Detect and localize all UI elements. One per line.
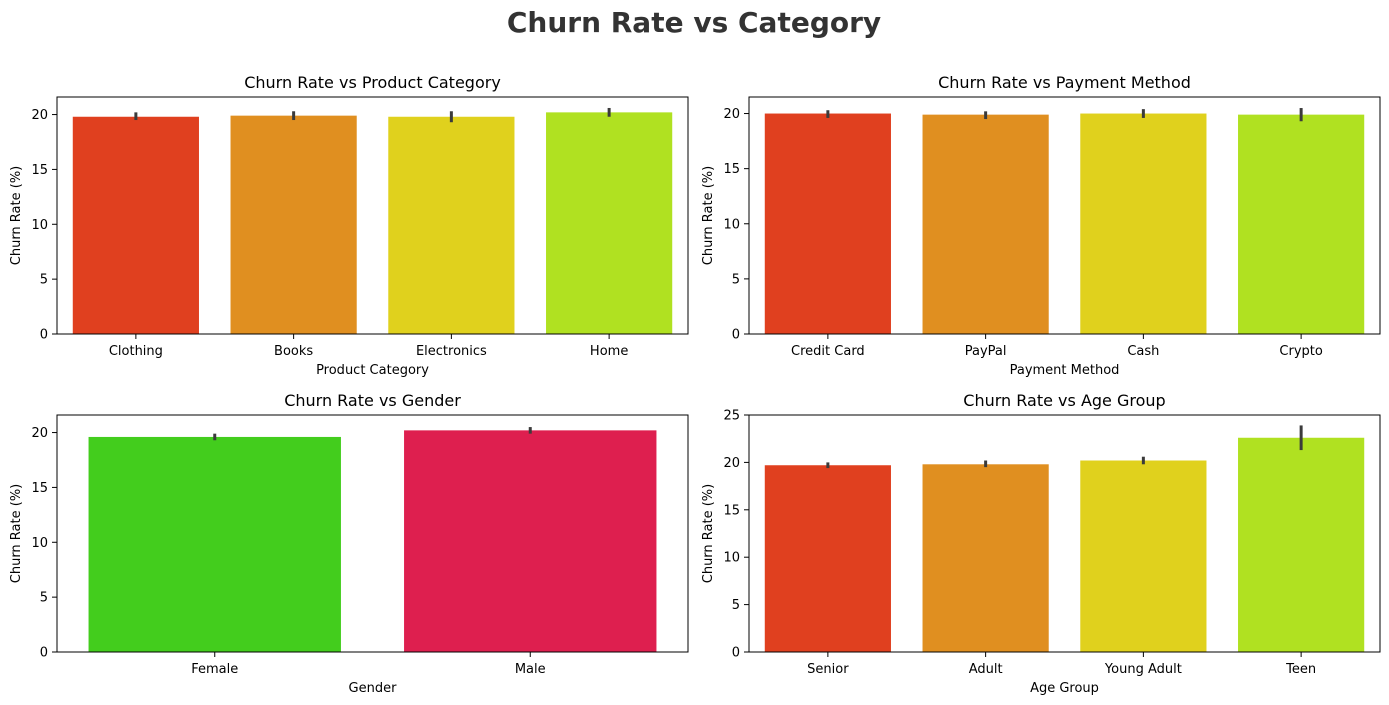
bar-cash bbox=[1080, 113, 1207, 334]
y-tick-label: 15 bbox=[723, 162, 740, 177]
axes-frame bbox=[56, 96, 689, 335]
bar-senior bbox=[764, 465, 891, 652]
y-axis-label: Churn Rate (%) bbox=[701, 166, 716, 265]
x-axis-label: Age Group bbox=[1030, 681, 1099, 696]
bar-credit-card bbox=[764, 113, 891, 334]
chart-panels: 0 5 10 15 20 Clothing Books Electronics Home Chur… bbox=[9, 73, 1381, 696]
x-tick-label: Female bbox=[191, 662, 238, 677]
x-tick-label: Clothing bbox=[109, 344, 163, 359]
y-axis-label: Churn Rate (%) bbox=[701, 484, 716, 583]
chart-title: Churn Rate vs Payment Method bbox=[938, 73, 1191, 92]
chart-title: Churn Rate vs Gender bbox=[284, 391, 461, 410]
x-tick-label: Senior bbox=[807, 662, 849, 677]
y-tick-label: 0 bbox=[732, 646, 740, 661]
y-tick-label: 15 bbox=[31, 481, 48, 496]
axes-frame bbox=[56, 414, 689, 653]
bar-adult bbox=[922, 464, 1049, 652]
figure-suptitle: Churn Rate vs Category bbox=[507, 6, 881, 39]
bar-electronics bbox=[388, 116, 515, 334]
bar-young-adult bbox=[1080, 460, 1207, 652]
chart-title: Churn Rate vs Product Category bbox=[244, 73, 501, 92]
x-tick-label: Male bbox=[515, 662, 546, 677]
bar-teen bbox=[1238, 437, 1365, 652]
x-tick-label: Teen bbox=[1285, 662, 1316, 677]
y-tick-label: 0 bbox=[40, 328, 48, 343]
y-tick-label: 0 bbox=[732, 328, 740, 343]
y-tick-label: 10 bbox=[31, 218, 48, 233]
y-tick-label: 5 bbox=[40, 273, 48, 288]
chart-panel-4: 0 5 10 15 20 25 Senior Adult Young Adult Teen Chur… bbox=[701, 391, 1381, 696]
y-tick-label: 15 bbox=[723, 503, 740, 518]
chart-panel-1: 0 5 10 15 20 Clothing Books Electronics Home Chur… bbox=[9, 73, 689, 378]
y-axis-label: Churn Rate (%) bbox=[9, 166, 24, 265]
y-tick-label: 0 bbox=[40, 646, 48, 661]
x-tick-label: Credit Card bbox=[791, 344, 865, 359]
x-axis-label: Product Category bbox=[316, 363, 429, 378]
chart-title: Churn Rate vs Age Group bbox=[963, 391, 1165, 410]
x-tick-label: Cash bbox=[1127, 344, 1159, 359]
x-axis-label: Payment Method bbox=[1010, 363, 1120, 378]
x-axis-label: Gender bbox=[349, 681, 398, 696]
bar-paypal bbox=[922, 114, 1049, 334]
y-tick-label: 20 bbox=[31, 426, 48, 441]
y-tick-label: 5 bbox=[732, 272, 740, 287]
bar-books bbox=[230, 115, 357, 335]
bar-home bbox=[546, 112, 673, 334]
x-tick-label: Young Adult bbox=[1104, 662, 1182, 677]
x-tick-label: Home bbox=[590, 344, 628, 359]
y-tick-label: 5 bbox=[40, 591, 48, 606]
y-tick-label: 20 bbox=[723, 107, 740, 122]
y-tick-label: 25 bbox=[723, 409, 740, 424]
y-tick-label: 5 bbox=[732, 598, 740, 613]
axes-frame bbox=[748, 414, 1381, 653]
axes-frame bbox=[748, 96, 1381, 335]
y-tick-label: 10 bbox=[31, 536, 48, 551]
bar-female bbox=[88, 436, 341, 652]
chart-panel-2: 0 5 10 15 20 Credit Card PayPal Cash Crypto Churn… bbox=[701, 73, 1381, 378]
y-tick-label: 10 bbox=[723, 551, 740, 566]
bar-clothing bbox=[72, 116, 199, 334]
y-axis-label: Churn Rate (%) bbox=[9, 484, 24, 583]
x-tick-label: Books bbox=[274, 344, 313, 359]
x-tick-label: PayPal bbox=[965, 344, 1007, 359]
y-tick-label: 15 bbox=[31, 163, 48, 178]
x-tick-label: Electronics bbox=[416, 344, 487, 359]
bar-crypto bbox=[1238, 114, 1365, 334]
x-tick-label: Adult bbox=[969, 662, 1003, 677]
y-tick-label: 10 bbox=[723, 217, 740, 232]
bar-male bbox=[404, 430, 657, 652]
chart-panel-3: 0 5 10 15 20 Female Male Churn Rate vs Gender Ge… bbox=[9, 391, 689, 696]
x-tick-label: Crypto bbox=[1279, 344, 1322, 359]
y-tick-label: 20 bbox=[723, 456, 740, 471]
y-tick-label: 20 bbox=[31, 108, 48, 123]
